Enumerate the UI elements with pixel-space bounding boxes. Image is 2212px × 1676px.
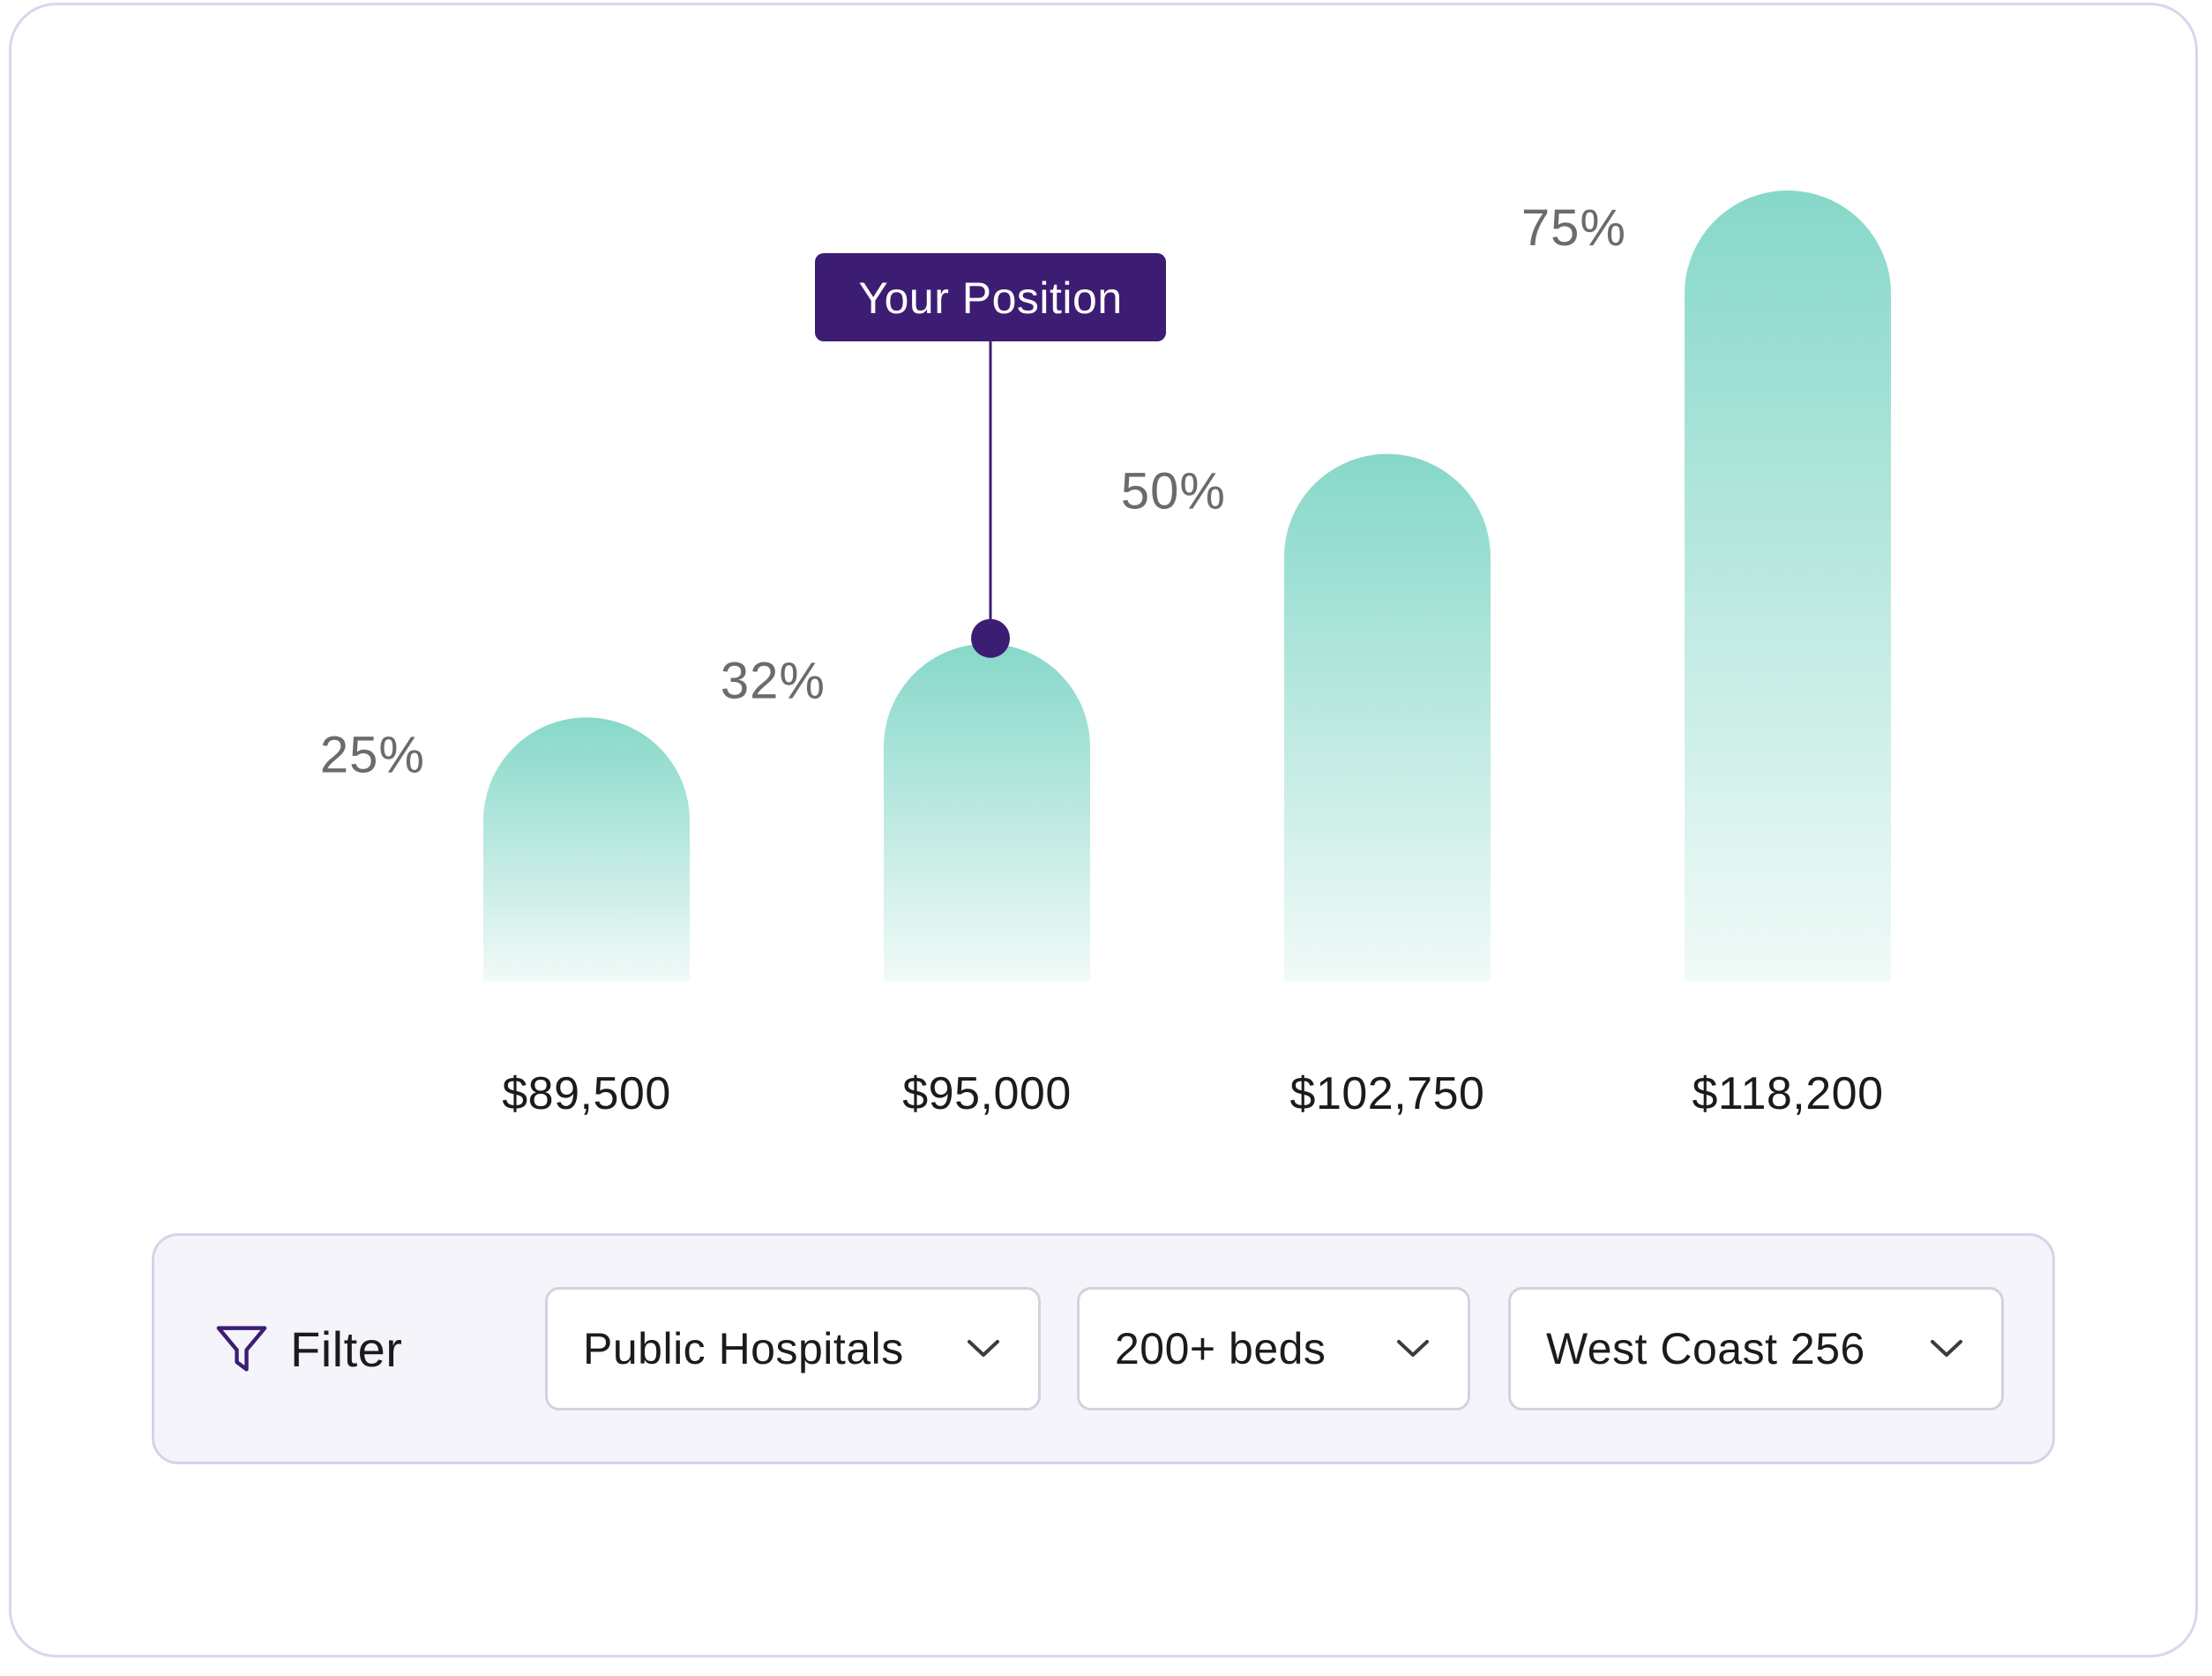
filter-label: Filter — [213, 1236, 402, 1462]
region-value: West Coast 256 — [1546, 1324, 1865, 1373]
bar-value-label: 32% — [721, 653, 826, 710]
salary-bar-chart: 25% $89,500 32% $95,000 50% $102,750 75% $118,2… — [320, 191, 1891, 1119]
bar-value-label: 50% — [1121, 463, 1226, 520]
bar — [1685, 191, 1891, 981]
bar — [1284, 453, 1491, 981]
position-marker-label: Your Position — [858, 273, 1122, 323]
category-tick-label: $118,200 — [1692, 1068, 1883, 1119]
bar — [884, 643, 1090, 981]
region-dropdown[interactable]: West Coast 256 — [1508, 1287, 2004, 1410]
funnel-icon — [216, 1326, 267, 1372]
bar-value-label: 25% — [320, 726, 425, 783]
bar — [483, 717, 690, 981]
position-marker-dot — [971, 618, 1010, 658]
bed-count-dropdown[interactable]: 200+ beds — [1077, 1287, 1470, 1410]
chevron-down-icon — [1931, 1340, 1962, 1357]
hospital-type-dropdown[interactable]: Public Hospitals — [545, 1287, 1041, 1410]
chevron-down-icon — [968, 1340, 999, 1357]
category-tick-label: $95,000 — [902, 1068, 1071, 1119]
position-marker-badge — [815, 253, 1166, 341]
chevron-down-icon — [1397, 1340, 1429, 1357]
category-tick-label: $102,750 — [1290, 1068, 1485, 1119]
bar-value-label: 75% — [1521, 199, 1626, 257]
bed-count-value: 200+ beds — [1115, 1324, 1326, 1373]
filter-bar: Filter Public Hospitals 200+ beds West C… — [152, 1233, 2055, 1464]
filter-label-text: Filter — [290, 1321, 403, 1377]
category-tick-label: $89,500 — [502, 1068, 670, 1119]
hospital-type-value: Public Hospitals — [583, 1324, 904, 1373]
